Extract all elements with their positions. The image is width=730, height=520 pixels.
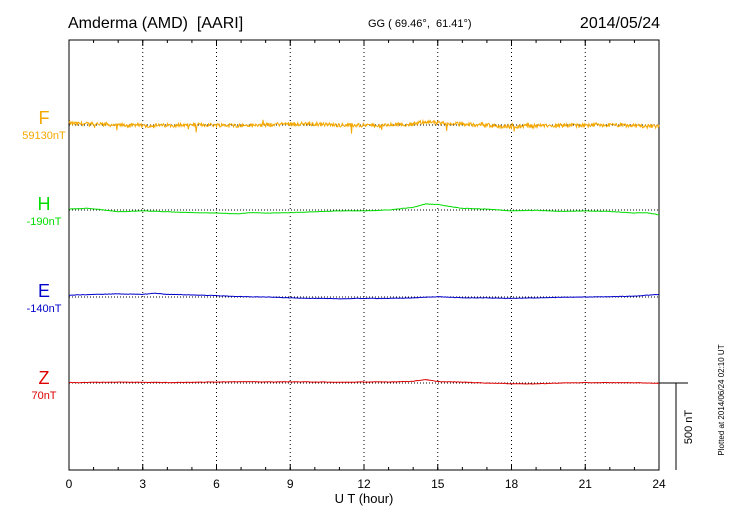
series-baseline-label-f: 59130nT — [22, 130, 66, 142]
series-baseline-label-h: -190nT — [27, 216, 62, 228]
x-tick-label: 3 — [139, 477, 146, 491]
date-label: 2014/05/24 — [580, 15, 660, 32]
series-name-h: H — [38, 194, 51, 214]
series-labels: F 59130nT H -190nT E -140nT Z 70nT — [22, 108, 66, 402]
coordinates-label: GG ( 69.46°, 61.41°) — [368, 18, 472, 30]
series-baseline-label-z: 70nT — [31, 390, 56, 402]
x-tick-label: 9 — [287, 477, 294, 491]
scale-bar: 500 nT — [659, 382, 695, 470]
x-tick-label: 6 — [213, 477, 220, 491]
x-tick-label: 0 — [66, 477, 73, 491]
series-name-z: Z — [39, 368, 50, 388]
series-line-h — [69, 203, 660, 216]
series-name-f: F — [39, 108, 50, 128]
grid-lines — [142, 40, 586, 470]
plotted-at-note: Plotted at 2014/06/24 02:10 UT — [717, 344, 726, 455]
series-group — [68, 118, 660, 385]
x-tick-label: 18 — [505, 477, 519, 491]
series-name-e: E — [38, 281, 50, 301]
x-tick-label: 12 — [357, 477, 371, 491]
series-line-e — [68, 292, 660, 300]
station-title: Amderma (AMD) [AARI] — [68, 15, 243, 32]
series-line-z — [68, 378, 660, 385]
x-axis-label: U T (hour) — [335, 491, 394, 506]
x-tick-label: 15 — [431, 477, 445, 491]
x-tick-label: 24 — [652, 477, 666, 491]
x-axis-ticks: 0 3 6 9 12 15 18 21 24 — [66, 40, 666, 491]
series-line-f — [68, 118, 660, 134]
series-baseline-label-e: -140nT — [27, 303, 62, 315]
scale-bar-label: 500 nT — [683, 410, 695, 445]
x-tick-label: 21 — [579, 477, 593, 491]
